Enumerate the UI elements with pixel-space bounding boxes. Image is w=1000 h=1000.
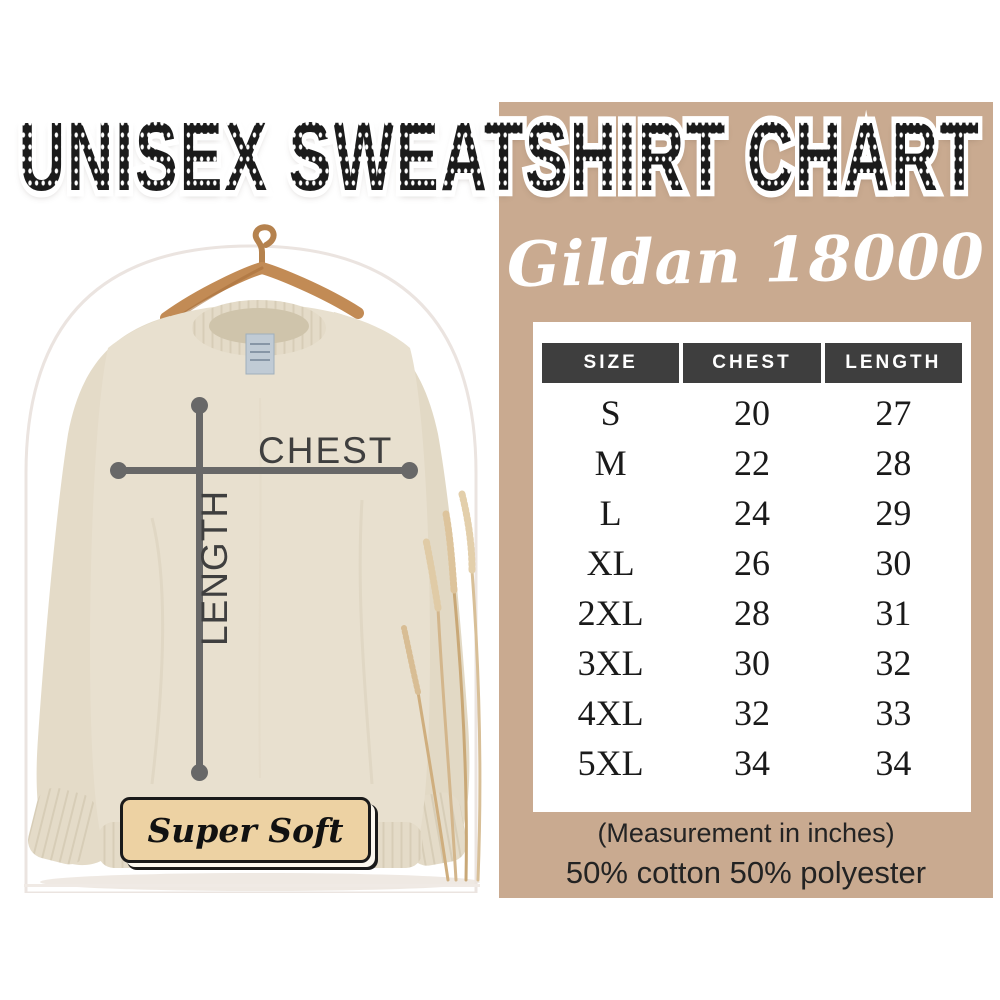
- table-row: 2XL 28 31: [542, 588, 962, 638]
- table-cell: XL: [586, 543, 635, 583]
- neck-tag: [245, 333, 275, 375]
- table-cell: 27: [875, 393, 912, 433]
- floor-line: [24, 884, 480, 887]
- table-row: 4XL 32 33: [542, 688, 962, 738]
- column-header-size: SIZE: [542, 343, 680, 383]
- line-endpoint-dot: [191, 764, 208, 781]
- table-cell: 20: [733, 393, 770, 433]
- product-photo: CHEST LENGTH Super Soft: [10, 218, 493, 893]
- line-endpoint-dot: [191, 397, 208, 414]
- table-row: M 22 28: [542, 438, 962, 488]
- table-cell: 4XL: [577, 693, 644, 733]
- table-row: S 20 27: [542, 388, 962, 438]
- dried-grass: [401, 490, 482, 882]
- super-soft-badge: Super Soft: [120, 797, 371, 863]
- length-label: LENGTH: [194, 489, 235, 647]
- chest-measure-line: [110, 462, 418, 479]
- table-cell: 24: [733, 493, 770, 533]
- table-row: L 24 29: [542, 488, 962, 538]
- column-header-length: LENGTH: [824, 343, 962, 383]
- table-cell: 5XL: [577, 743, 644, 783]
- table-cell: S: [600, 393, 621, 433]
- line-endpoint-dot: [401, 462, 418, 479]
- size-chart-panel: Gildan 18000 SIZE CHEST LENGTH S 20 27 M 22 2…: [499, 102, 993, 898]
- table-cell: L: [599, 493, 622, 533]
- table-cell: 28: [733, 593, 770, 633]
- table-cell: 32: [875, 643, 912, 683]
- table-cell: 34: [733, 743, 770, 783]
- wooden-hanger-icon: [160, 224, 364, 324]
- table-cell: 34: [875, 743, 912, 783]
- table-cell: 2XL: [577, 593, 644, 633]
- sweatshirt-illustration: [24, 224, 482, 893]
- table-cell: 28: [875, 443, 912, 483]
- table-row: 3XL 30 32: [542, 638, 962, 688]
- sweatshirt-graphic: [28, 300, 470, 868]
- table-cell: 31: [875, 593, 912, 633]
- table-cell: 22: [733, 443, 770, 483]
- table-row: 5XL 34 34: [542, 738, 962, 788]
- length-measure-line: [191, 397, 208, 781]
- super-soft-badge-label: Super Soft: [147, 810, 344, 850]
- table-cell: 29: [875, 493, 912, 533]
- table-cell: 26: [733, 543, 770, 583]
- table-cell: 33: [875, 693, 912, 733]
- table-row: XL 26 30: [542, 538, 962, 588]
- product-name-heading: Gildan 18000: [506, 219, 986, 302]
- fabric-content-note: 50% cotton 50% polyester: [565, 855, 927, 890]
- size-table: SIZE CHEST LENGTH S 20 27 M 22 28 L 24 29 XL 26 30 2…: [533, 322, 971, 812]
- floor-shadow: [40, 873, 480, 891]
- size-table-header: SIZE CHEST LENGTH: [542, 343, 962, 383]
- table-cell: 32: [733, 693, 770, 733]
- chest-label: CHEST: [258, 430, 394, 471]
- size-table-body: S 20 27 M 22 28 L 24 29 XL 26 30 2XL 28 31 3XL 30 32 4XL 32…: [542, 388, 962, 788]
- table-cell: M: [594, 443, 627, 483]
- table-cell: 30: [875, 543, 912, 583]
- measurement-units-note: (Measurement in inches): [597, 818, 895, 848]
- column-header-chest: CHEST: [683, 343, 821, 383]
- line-endpoint-dot: [110, 462, 127, 479]
- table-cell: 3XL: [577, 643, 644, 683]
- table-cell: 30: [733, 643, 770, 683]
